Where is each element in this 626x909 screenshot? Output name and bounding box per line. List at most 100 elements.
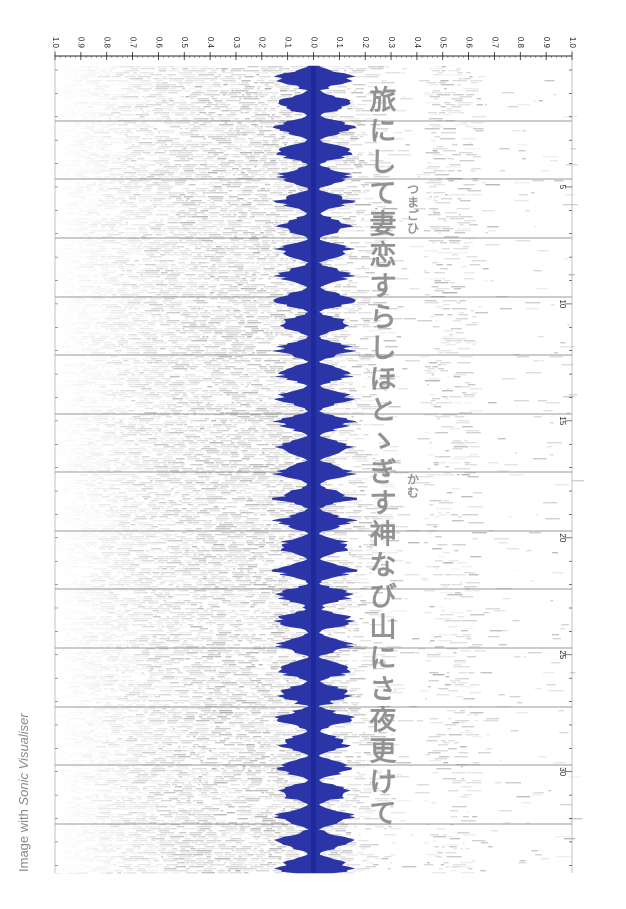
spectrogram-streak [457,74,462,76]
spectrogram-streak [240,106,249,108]
spectrogram-streak [267,458,276,460]
spectrogram-streak [423,256,429,258]
spectrogram-streak [382,130,388,132]
spectrogram-streak [354,454,365,456]
spectrogram-streak [373,454,379,456]
spectrogram-streak [238,468,249,470]
spectrogram-streak [383,208,398,210]
spectrogram-streak [223,446,234,448]
spectrogram-streak [281,416,297,418]
spectrogram-streak [465,148,481,150]
spectrogram-streak [427,384,430,386]
spectrogram-streak [213,334,224,336]
spectrogram-streak [477,76,486,78]
spectrogram-streak [466,154,477,156]
spectrogram-streak [431,374,435,376]
spectrogram-streak [224,338,238,340]
spectrogram-streak [249,414,261,416]
spectrogram-streak [233,448,240,450]
spectrogram-streak [272,240,275,242]
spectrogram-streak [449,194,466,196]
spectrogram-streak [252,248,260,250]
spectrogram-streak [416,174,431,176]
spectrogram-streak [227,362,242,364]
spectrogram-streak [235,90,249,92]
spectrogram-streak [433,348,441,350]
spectrogram-streak [216,428,224,430]
spectrogram-streak [352,172,362,174]
spectrogram-streak [347,108,353,110]
spectrogram-streak [256,352,267,354]
spectrogram-streak [233,424,238,426]
spectrogram-streak [325,362,339,364]
spectrogram-streak [457,198,462,200]
spectrogram-streak [229,204,239,206]
spectrogram-streak [219,214,225,216]
spectrogram-streak [429,196,432,198]
spectrogram-streak [238,124,247,126]
spectrogram-streak [236,220,243,222]
spectrogram-streak [254,242,261,244]
spectrogram-streak [230,252,245,254]
spectrogram-streak [270,266,279,268]
spectrogram-streak [296,310,305,312]
spectrogram-streak [225,314,236,316]
spectrogram-streak [390,138,405,140]
spectrogram-streak [231,416,237,418]
spectrogram-streak [231,454,240,456]
spectrogram-streak [260,328,270,330]
spectrogram-streak [440,132,456,134]
spectrogram-streak [212,422,222,424]
spectrogram-streak [464,442,477,444]
spectrogram-streak [241,134,248,136]
spectrogram-streak [274,182,283,184]
spectrogram-streak [232,346,237,348]
spectrogram-streak [459,160,475,162]
spectrogram-streak [212,170,227,172]
spectrogram-streak [228,210,243,212]
spectrogram-streak [353,192,367,194]
spectrogram-streak [217,264,231,266]
spectrogram-streak [295,458,300,460]
spectrogram-streak [273,454,288,456]
spectrogram-streak [457,420,470,422]
spectrogram-streak [428,378,439,380]
spectrogram-streak [226,436,230,438]
spectrogram-streak [224,364,228,366]
spectrogram-streak [454,110,462,112]
spectrogram-streak [457,348,471,350]
spectrogram-streak [380,100,386,102]
spectrogram-streak [241,352,248,354]
spectrogram-streak [317,236,328,238]
spectrogram-streak [268,420,274,422]
spectrogram-streak [227,290,241,292]
spectrogram-streak [355,268,370,270]
spectrogram-streak [566,412,570,414]
spectrogram-streak [466,432,481,434]
spectrogram-streak [358,162,368,164]
spectrogram-streak [244,452,258,454]
spectrogram-streak [282,214,292,216]
spectrogram-streak [459,152,473,154]
spectrogram-streak [252,244,261,246]
spectrogram-streak [265,442,277,444]
spectrogram-streak [273,184,289,186]
spectrogram-streak [233,368,244,370]
spectrogram-streak [359,136,364,138]
spectrogram-streak [272,142,277,144]
spectrogram-streak [264,360,280,362]
spectrogram-streak [487,226,499,228]
spectrogram-streak [253,112,259,114]
spectrogram-streak [437,94,451,96]
spectrogram-streak [349,202,358,204]
spectrogram-streak [248,74,252,76]
spectrogram-streak [463,184,476,186]
spectrogram-streak [252,226,261,228]
spectrogram-streak [469,388,482,390]
spectrogram-streak [446,388,451,390]
spectrogram-streak [461,266,466,268]
spectrogram-streak [472,344,476,346]
spectrogram-streak [240,288,257,290]
spectrogram-streak [326,160,343,162]
spectrogram-streak [430,140,436,142]
